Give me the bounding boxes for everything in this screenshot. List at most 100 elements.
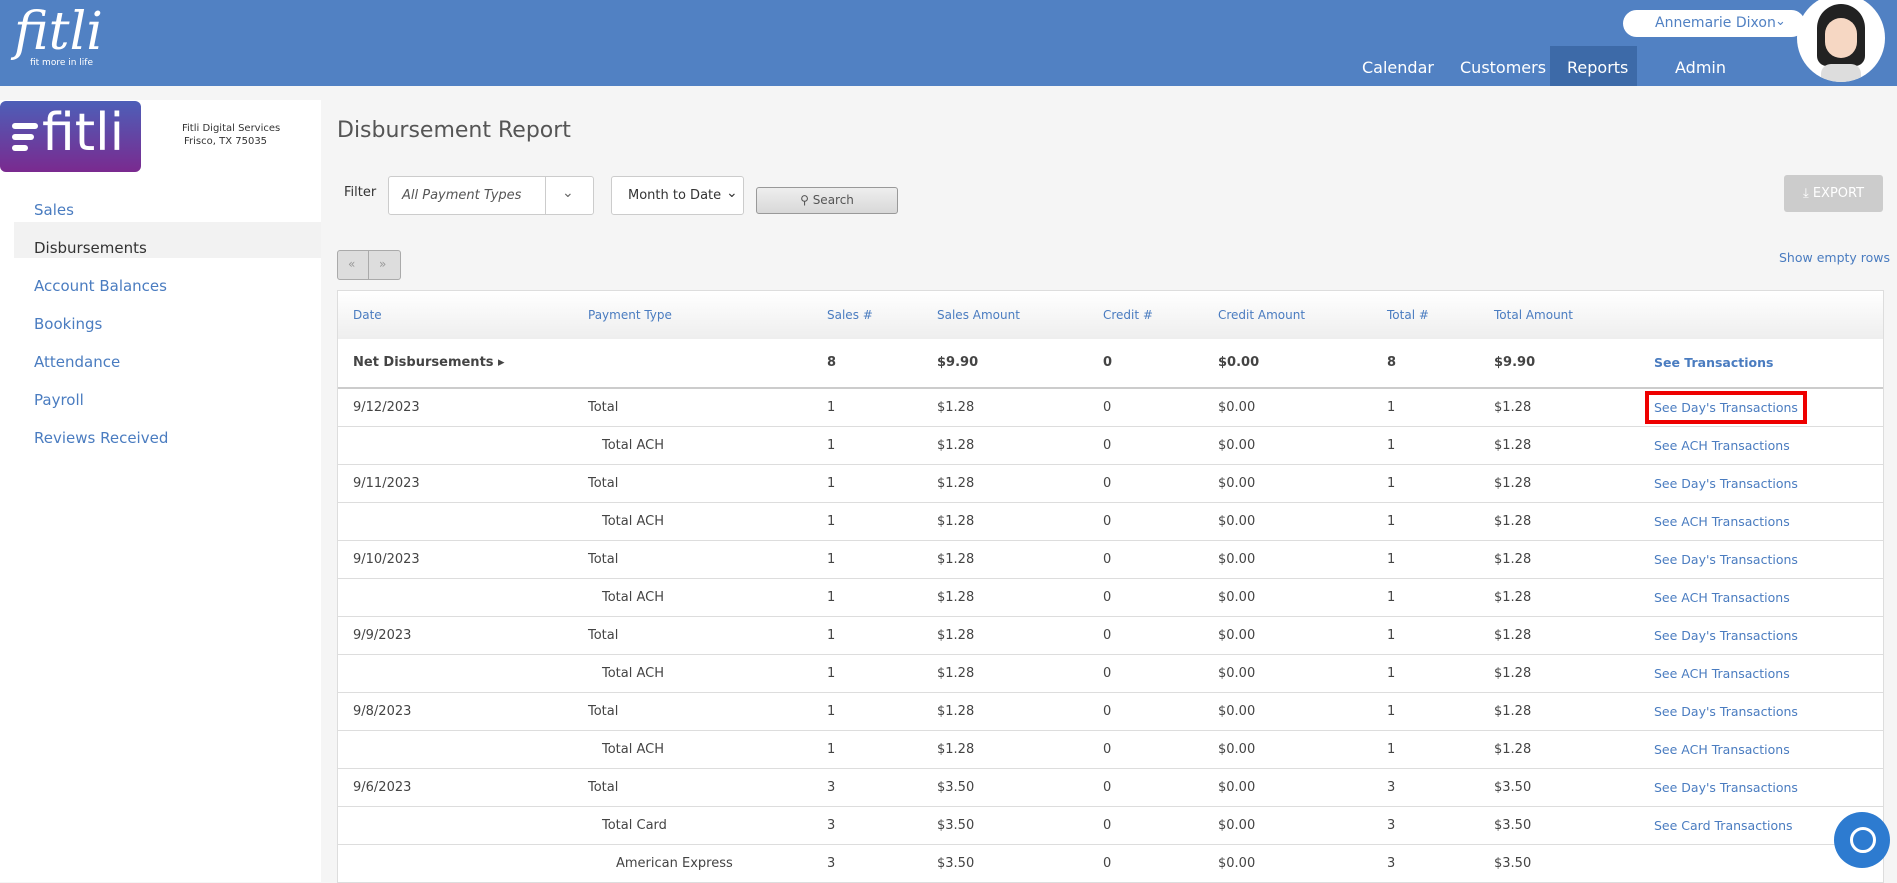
table-cell: 0	[1103, 742, 1112, 757]
table-cell: $3.50	[1494, 780, 1532, 795]
table-cell: $3.50	[937, 780, 975, 795]
nav-item[interactable]: Calendar	[1362, 58, 1434, 77]
row-divider	[338, 768, 1883, 769]
sidebar-logo-box: fitli	[0, 101, 141, 172]
table-cell: Total	[588, 628, 619, 643]
column-header[interactable]: Sales #	[827, 308, 873, 322]
table-cell: 9/8/2023	[353, 704, 412, 719]
transactions-link[interactable]: See Day's Transactions	[1654, 552, 1798, 567]
transactions-link[interactable]: See ACH Transactions	[1654, 438, 1790, 453]
table-cell: 1	[1387, 628, 1396, 643]
chevron: ⌄	[1775, 14, 1786, 29]
table-cell: $1.28	[1494, 438, 1532, 453]
export-button[interactable]: ⤓ EXPORT	[1784, 175, 1883, 212]
table-cell: Total	[588, 476, 619, 491]
row-divider	[338, 844, 1883, 845]
next-page[interactable]: »	[379, 257, 387, 271]
search-button[interactable]: ⚲ Search	[756, 187, 898, 214]
table-cell: 1	[1387, 666, 1396, 681]
table-cell: 9/6/2023	[353, 780, 412, 795]
table-cell: 1	[1387, 590, 1396, 605]
table-cell: $0.00	[1218, 704, 1256, 719]
table-cell: $1.28	[1494, 742, 1532, 757]
table-cell: Total Card	[602, 818, 667, 833]
nav-item[interactable]: Reports	[1567, 58, 1629, 77]
table-cell: 1	[1387, 704, 1396, 719]
menu-item[interactable]: Sales	[34, 201, 74, 219]
column-header[interactable]: Sales Amount	[937, 308, 1020, 322]
nav-item[interactable]: Customers	[1460, 58, 1547, 77]
transactions-link[interactable]: See Day's Transactions	[1654, 476, 1798, 491]
export-label: EXPORT	[1812, 186, 1865, 201]
menu-item[interactable]: Reviews Received	[34, 429, 169, 447]
column-header[interactable]: Payment Type	[588, 308, 672, 322]
transactions-link[interactable]: See ACH Transactions	[1654, 742, 1790, 757]
logo[interactable]: fitli	[14, 2, 103, 62]
menu-item[interactable]: Account Balances	[34, 277, 167, 295]
row-divider	[338, 806, 1883, 807]
pager: « »	[337, 250, 401, 280]
column-header[interactable]: Date	[353, 308, 382, 322]
avatar[interactable]	[1797, 0, 1885, 82]
table-cell: $1.28	[937, 400, 975, 415]
top-bar: fitli fit more in life Annemarie Dixon ⌄…	[0, 0, 1897, 86]
table-cell: Total ACH	[602, 438, 665, 453]
chat-button[interactable]	[1834, 812, 1890, 868]
menu-item[interactable]: Attendance	[34, 353, 121, 371]
menu-item[interactable]: Payroll	[34, 391, 84, 409]
table-cell: 1	[827, 514, 836, 529]
transactions-link[interactable]: See Day's Transactions	[1654, 704, 1798, 719]
column-header[interactable]: Credit #	[1103, 308, 1153, 322]
transactions-link[interactable]: See Day's Transactions	[1654, 780, 1798, 795]
transactions-link[interactable]: See Day's Transactions	[1654, 628, 1798, 643]
column-header[interactable]: Credit Amount	[1218, 308, 1306, 322]
prev-page[interactable]: «	[348, 257, 356, 271]
table-cell: 0	[1103, 780, 1112, 795]
row-divider	[338, 578, 1883, 579]
transactions-link[interactable]: See Card Transactions	[1654, 818, 1793, 833]
transactions-link[interactable]: See ACH Transactions	[1654, 514, 1790, 529]
menu-item[interactable]: Bookings	[34, 315, 103, 333]
summary-cell: $9.90	[937, 355, 979, 370]
nav-active	[1550, 46, 1637, 86]
table-cell: $0.00	[1218, 590, 1256, 605]
see-transactions-link[interactable]: See Transactions	[1654, 355, 1774, 370]
table-cell: Total ACH	[602, 666, 665, 681]
table-cell: $0.00	[1218, 818, 1256, 833]
table-cell: Total ACH	[602, 742, 665, 757]
table-cell: 1	[1387, 476, 1396, 491]
table-cell: 0	[1103, 856, 1112, 871]
table-cell: Total ACH	[602, 590, 665, 605]
report-title: Disbursement Report	[337, 118, 571, 143]
transactions-link[interactable]: See ACH Transactions	[1654, 666, 1790, 681]
period-select[interactable]: Month to Date ⌄	[611, 176, 744, 215]
table-cell: $1.28	[1494, 514, 1532, 529]
transactions-link[interactable]: See Day's Transactions	[1645, 391, 1807, 424]
table-cell: 0	[1103, 476, 1112, 491]
table-cell: $1.28	[1494, 400, 1532, 415]
table-cell: 1	[827, 704, 836, 719]
table-cell: $0.00	[1218, 514, 1256, 529]
table-cell: 9/11/2023	[353, 476, 420, 491]
table-cell: $1.28	[937, 438, 975, 453]
table-cell: $1.28	[1494, 666, 1532, 681]
table-cell: 3	[1387, 780, 1396, 795]
table-cell: $0.00	[1218, 628, 1256, 643]
menu-item[interactable]: Disbursements	[34, 239, 147, 257]
column-header[interactable]: Total Amount	[1494, 308, 1573, 322]
company: Fitli Digital Services	[182, 123, 281, 134]
table-cell: 0	[1103, 704, 1112, 719]
table-cell: 9/10/2023	[353, 552, 420, 567]
payment-type-select[interactable]: All Payment Types ⌄	[388, 176, 594, 215]
payment-type-value: All Payment Types	[402, 188, 522, 203]
transactions-link[interactable]: See ACH Transactions	[1654, 590, 1790, 605]
column-header[interactable]: Total #	[1387, 308, 1429, 322]
table-cell: 0	[1103, 400, 1112, 415]
nav-item[interactable]: Admin	[1675, 58, 1726, 77]
table-cell: $1.28	[937, 704, 975, 719]
user-menu[interactable]: Annemarie Dixon ⌄	[1623, 10, 1805, 37]
table-cell: $1.28	[937, 628, 975, 643]
show-empty-rows[interactable]: Show empty rows	[1779, 250, 1891, 265]
table-cell: $1.28	[1494, 476, 1532, 491]
